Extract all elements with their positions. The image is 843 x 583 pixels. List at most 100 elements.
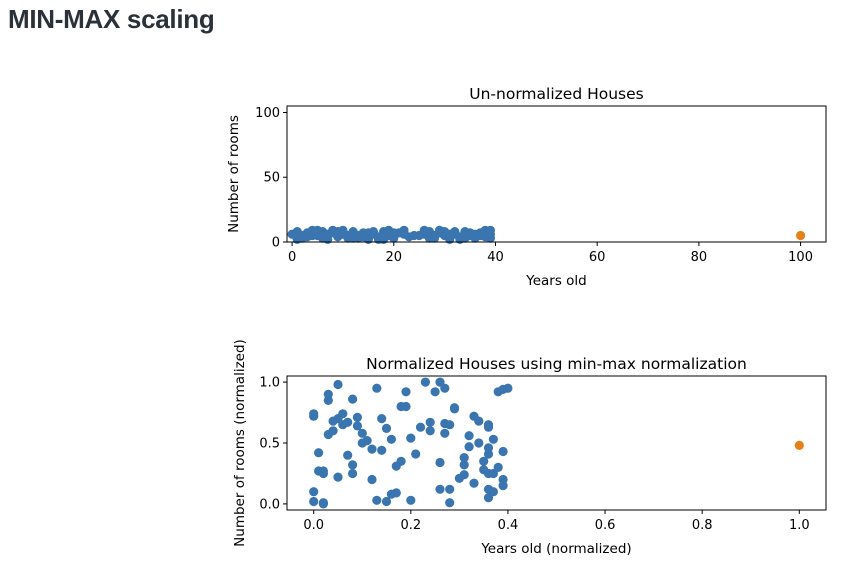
- page-title: MIN-MAX scaling: [8, 4, 215, 34]
- data-point: [307, 230, 317, 241]
- data-point: [429, 230, 440, 241]
- data-point: [352, 412, 362, 422]
- data-point: [498, 474, 508, 485]
- data-point: [309, 411, 319, 421]
- data-point: [377, 445, 387, 455]
- x-tick-label: 20: [386, 250, 403, 265]
- data-point: [450, 227, 460, 237]
- data-point: [488, 487, 498, 497]
- chart-2: Normalized Houses using min-max normaliz…: [232, 339, 827, 557]
- plot-frame: [286, 105, 827, 243]
- x-tick-label: 0.6: [595, 518, 616, 533]
- data-point: [440, 383, 450, 393]
- data-point: [459, 453, 469, 463]
- data-point: [318, 233, 328, 243]
- data-point: [464, 431, 474, 441]
- y-tick-label: 1.0: [259, 376, 280, 391]
- data-point: [415, 422, 426, 432]
- data-point: [485, 233, 495, 243]
- y-tick-label: 0.0: [259, 497, 280, 512]
- data-point: [435, 457, 445, 468]
- data-point: [425, 426, 435, 436]
- data-point: [386, 434, 396, 444]
- x-tick-label: 0.8: [692, 518, 713, 533]
- x-tick-label: 0.2: [400, 518, 421, 533]
- data-point: [430, 387, 440, 397]
- data-point: [348, 468, 358, 479]
- y-tick-label: 0.5: [259, 437, 280, 452]
- data-point: [459, 460, 469, 470]
- data-point: [297, 230, 307, 241]
- data-point: [470, 229, 480, 239]
- data-point: [440, 428, 450, 438]
- data-point: [459, 470, 469, 480]
- data-point: [483, 493, 494, 503]
- data-point: [435, 484, 445, 494]
- data-point: [333, 472, 343, 482]
- data-point: [474, 416, 484, 426]
- data-point: [460, 233, 470, 243]
- data-point: [314, 448, 324, 458]
- data-point: [401, 401, 411, 412]
- outlier-point: [794, 440, 804, 450]
- data-point: [399, 229, 409, 239]
- data-point: [498, 384, 508, 394]
- data-point: [309, 487, 319, 497]
- y-axis-label: Number of rooms: [226, 115, 242, 233]
- data-point: [483, 449, 494, 459]
- data-point: [333, 379, 343, 390]
- data-point: [425, 417, 435, 427]
- data-point: [409, 230, 419, 241]
- data-point: [474, 438, 484, 448]
- data-point: [328, 225, 338, 235]
- data-point: [309, 496, 319, 507]
- data-point: [419, 225, 429, 235]
- data-point: [343, 417, 353, 427]
- data-point: [498, 446, 508, 457]
- data-point: [323, 389, 333, 399]
- data-point: [381, 423, 392, 433]
- data-point: [469, 478, 479, 488]
- data-point: [352, 421, 362, 431]
- data-point: [348, 233, 358, 243]
- x-tick-label: 1.0: [789, 518, 810, 533]
- data-point: [338, 225, 348, 235]
- data-point: [406, 495, 416, 505]
- data-point: [445, 498, 455, 508]
- data-point: [449, 404, 460, 414]
- data-point: [381, 496, 392, 507]
- data-point: [488, 434, 498, 444]
- chart-title: Un-normalized Houses: [469, 85, 643, 103]
- data-point: [372, 495, 382, 505]
- data-point: [445, 420, 455, 430]
- data-point: [440, 227, 450, 237]
- data-point: [401, 387, 411, 397]
- data-point: [483, 422, 494, 432]
- data-point: [372, 383, 382, 393]
- data-point: [479, 456, 489, 466]
- data-point: [343, 450, 353, 460]
- x-tick-label: 0: [288, 250, 296, 265]
- y-tick-label: 50: [263, 171, 280, 186]
- data-point: [318, 499, 328, 509]
- x-tick-label: 0.0: [303, 518, 324, 533]
- data-point: [396, 456, 406, 466]
- data-point: [406, 433, 416, 443]
- x-tick-label: 60: [589, 250, 606, 265]
- data-point: [420, 377, 430, 387]
- data-point: [348, 460, 358, 470]
- data-point: [368, 227, 378, 237]
- data-point: [358, 232, 368, 242]
- data-point: [389, 228, 399, 238]
- data-point: [379, 234, 389, 244]
- data-point: [445, 484, 455, 494]
- data-point: [318, 466, 328, 476]
- x-tick-label: 100: [788, 250, 813, 265]
- data-point: [485, 225, 495, 235]
- data-point: [391, 488, 401, 498]
- data-point: [338, 409, 348, 419]
- data-point: [411, 449, 421, 459]
- x-axis-label: Years old (normalized): [480, 541, 631, 557]
- data-point: [367, 444, 377, 454]
